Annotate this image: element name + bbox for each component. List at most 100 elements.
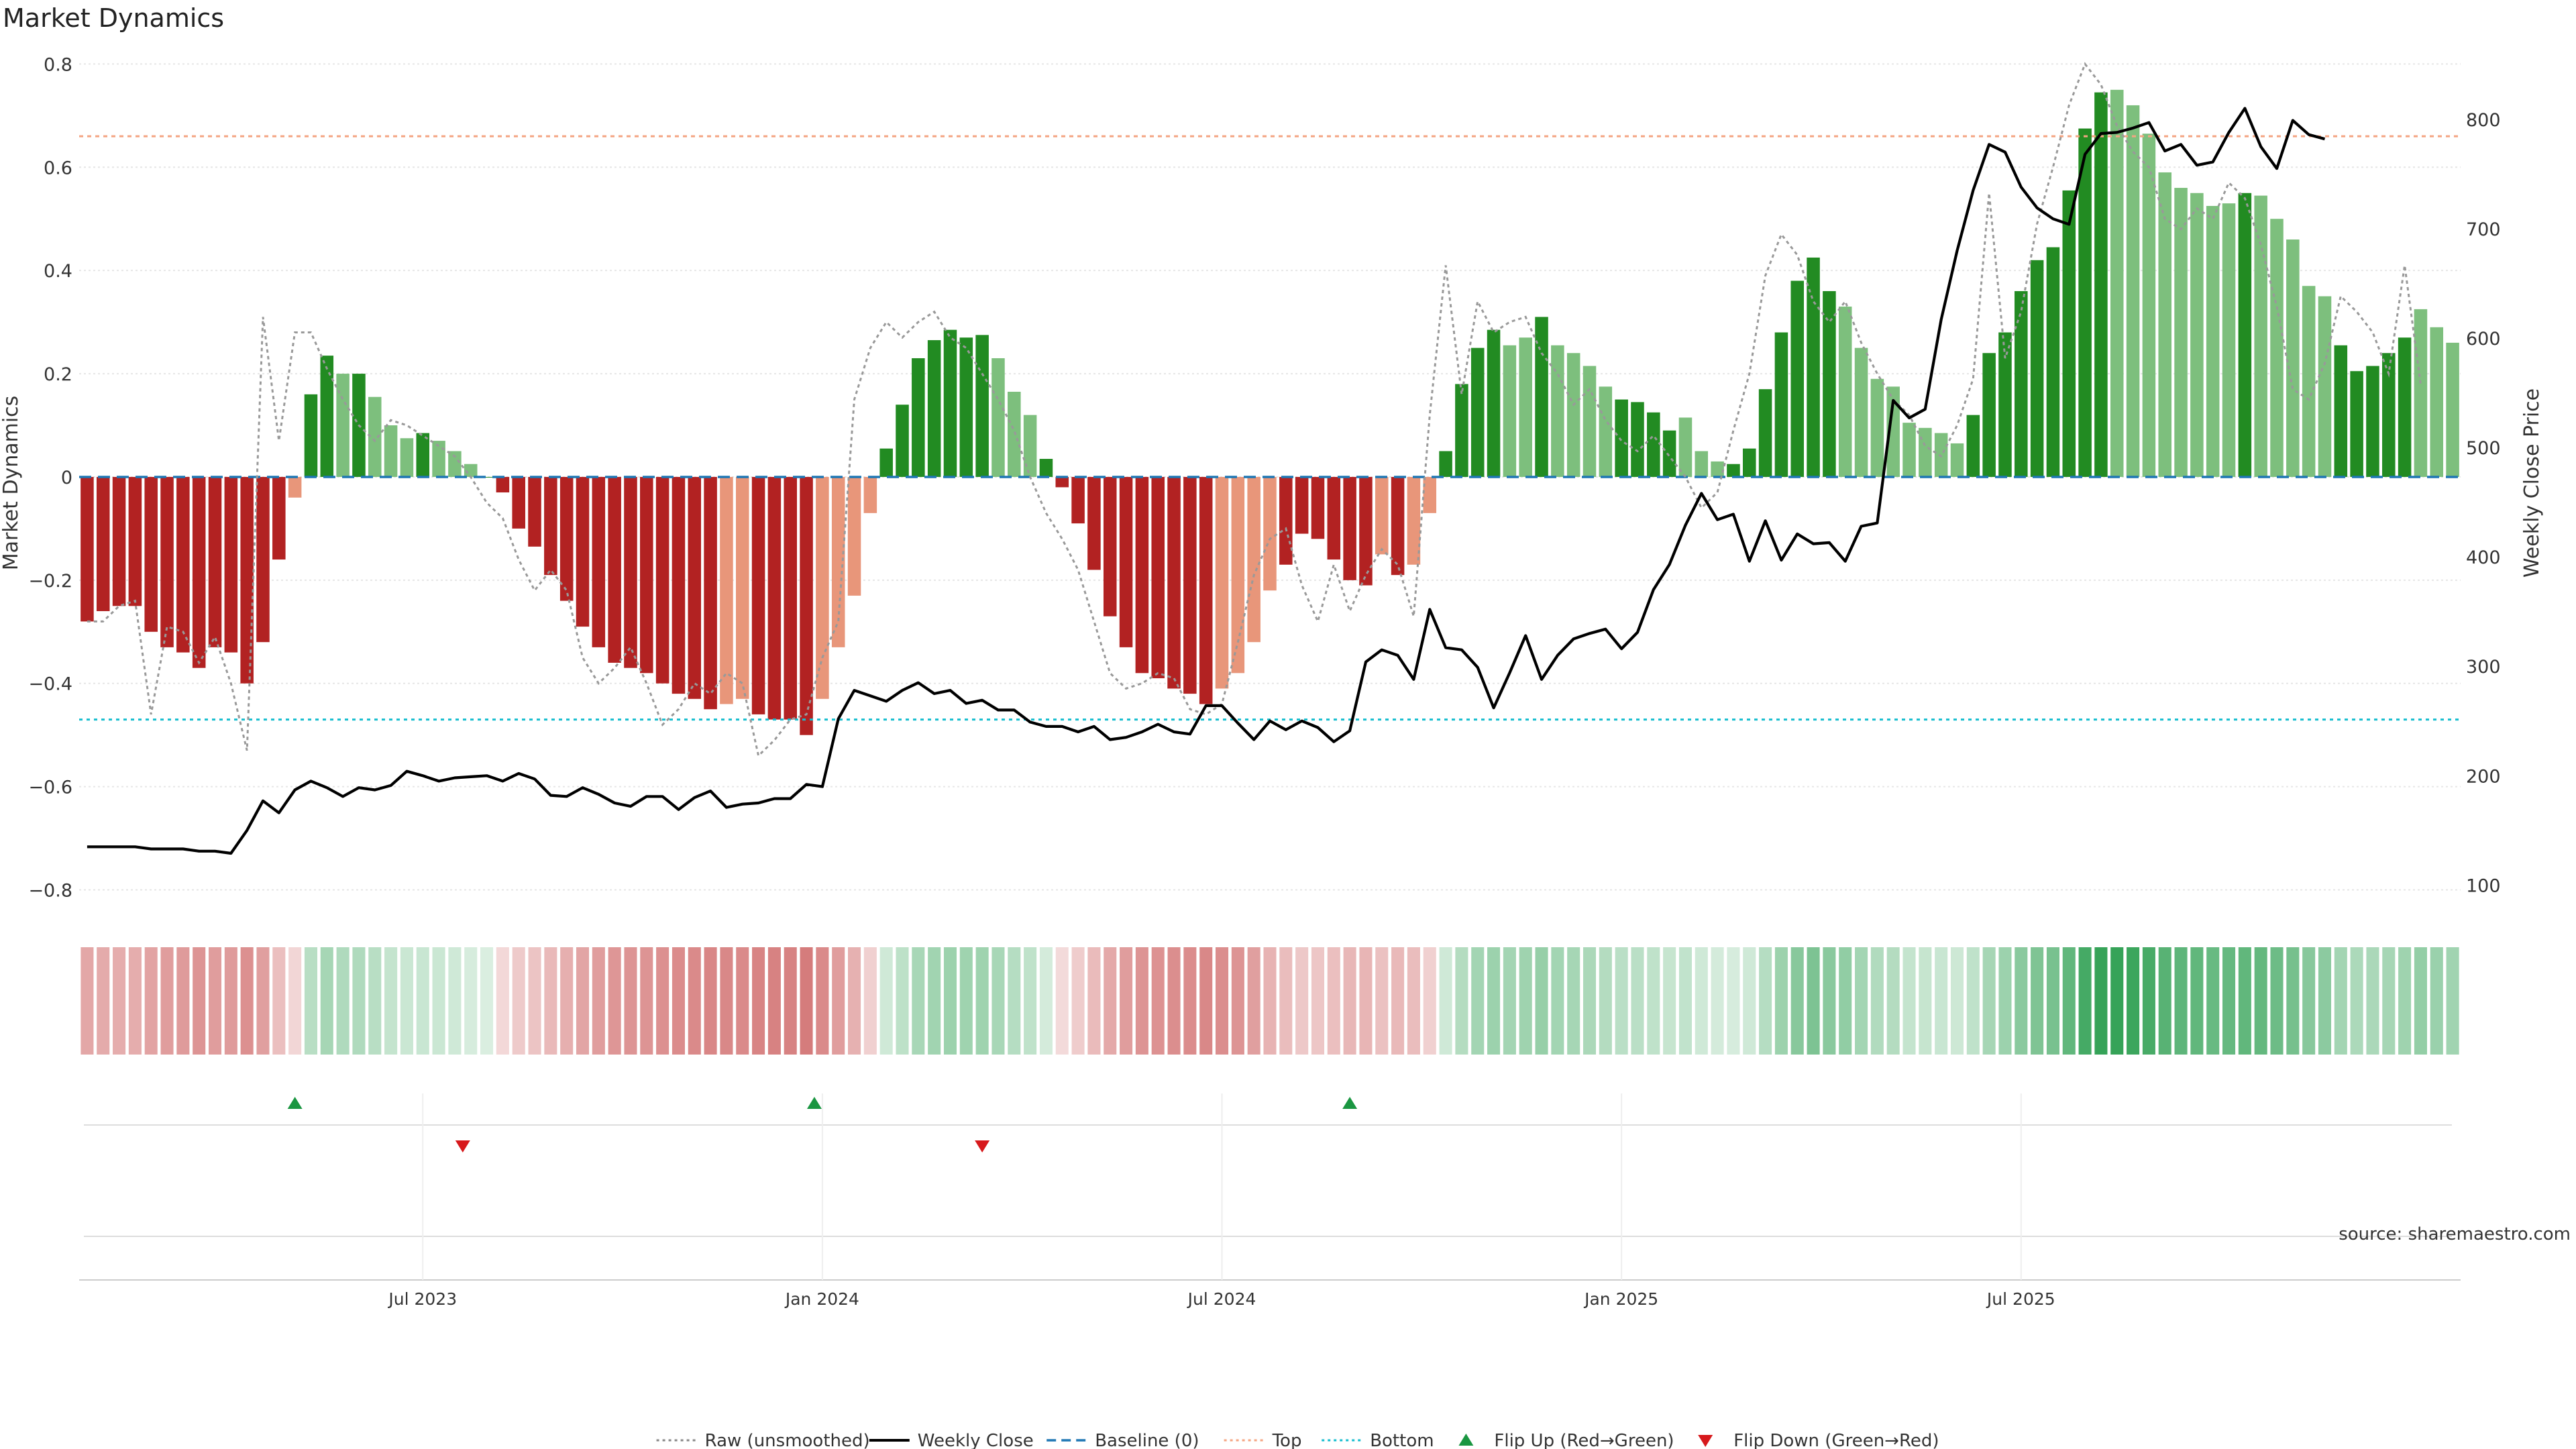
market-dynamics-bar — [256, 476, 270, 643]
heat-strip-cell — [2254, 947, 2267, 1055]
heat-strip-cell — [80, 947, 94, 1055]
heat-strip-cell — [688, 947, 701, 1055]
y2-tick-label: 400 — [2466, 547, 2501, 568]
market-dynamics-bar — [1662, 430, 1676, 477]
legend-label: Bottom — [1370, 1431, 1434, 1449]
market-dynamics-bar — [559, 476, 574, 601]
heat-strip-cell — [1519, 947, 1532, 1055]
market-dynamics-bar — [672, 476, 686, 694]
heat-strip-cell — [2302, 947, 2316, 1055]
heat-strip-cell — [2206, 947, 2220, 1055]
market-dynamics-bar — [912, 358, 925, 477]
heat-strip-cell — [1151, 947, 1165, 1055]
market-dynamics-bar — [2222, 203, 2236, 477]
market-dynamics-bar — [1695, 451, 1709, 477]
heat-strip-cell — [656, 947, 669, 1055]
flip-up-marker — [287, 1097, 303, 1109]
heat-strip-cell — [272, 947, 286, 1055]
heat-strip-cell — [1790, 947, 1804, 1055]
market-dynamics-bar — [464, 464, 478, 477]
market-dynamics-bar — [1359, 476, 1373, 586]
heat-strip-cell — [240, 947, 254, 1055]
heat-strip-cell — [832, 947, 845, 1055]
market-dynamics-bar — [240, 476, 254, 684]
market-dynamics-bar — [1838, 307, 1852, 477]
market-dynamics-bar — [2286, 239, 2300, 477]
heat-strip-cell — [1919, 947, 1932, 1055]
market-dynamics-bar — [1087, 476, 1101, 570]
heat-strip-cell — [1391, 947, 1405, 1055]
heat-strip-cell — [928, 947, 941, 1055]
heat-strip-cell — [2127, 947, 2140, 1055]
market-dynamics-bar — [1375, 476, 1389, 555]
market-dynamics-bar — [2302, 286, 2316, 477]
heat-strip-cell — [2382, 947, 2396, 1055]
market-dynamics-bar — [1807, 257, 1820, 477]
market-dynamics-bar — [528, 476, 541, 547]
heat-strip-cell — [752, 947, 765, 1055]
market-dynamics-bar — [640, 476, 653, 674]
market-dynamics-bar — [1167, 476, 1181, 689]
heat-strip-cell — [1471, 947, 1485, 1055]
market-dynamics-bar — [2206, 205, 2220, 477]
heat-strip-cell — [1407, 947, 1420, 1055]
heat-strip-cell — [464, 947, 478, 1055]
heat-strip-cell — [1104, 947, 1117, 1055]
heat-strip-cell — [320, 947, 333, 1055]
market-dynamics-bar — [1151, 476, 1165, 679]
market-dynamics-bar — [208, 476, 222, 647]
heat-strip-cell — [560, 947, 574, 1055]
market-dynamics-bar — [704, 476, 717, 710]
market-dynamics-bar — [816, 476, 829, 699]
heat-strip-cell — [1024, 947, 1037, 1055]
heat-strip-cell — [704, 947, 717, 1055]
y-tick-label: 0.2 — [44, 364, 72, 385]
market-dynamics-bar — [751, 476, 765, 714]
y2-axis-title: Weekly Close Price — [2520, 388, 2544, 578]
heat-strip-cell — [1135, 947, 1148, 1055]
chart-title: Market Dynamics — [3, 3, 224, 33]
heat-strip-cell — [256, 947, 270, 1055]
market-dynamics-bar — [1103, 476, 1117, 616]
market-dynamics-bar — [1455, 384, 1468, 477]
market-dynamics-bar — [831, 476, 845, 647]
heat-strip-cell — [1615, 947, 1628, 1055]
heat-strip-cell — [1311, 947, 1325, 1055]
market-dynamics-bar — [2142, 133, 2156, 477]
market-dynamics-bar — [1327, 476, 1341, 560]
x-tick-label: Jul 2024 — [1187, 1289, 1256, 1309]
heat-strip-cell — [160, 947, 174, 1055]
market-dynamics-bar — [800, 476, 813, 735]
market-dynamics-bar — [1631, 402, 1644, 477]
market-dynamics-bar — [1934, 433, 1948, 477]
market-dynamics-bar — [896, 405, 909, 477]
market-dynamics-bar — [448, 451, 462, 477]
heat-strip-cell — [208, 947, 222, 1055]
flip-markers-panel: Jul 2023 Jan 2024 Jul 2024 Jan 2025 Jul 2025 — [79, 1093, 2461, 1309]
heat-strip-cell — [1087, 947, 1101, 1055]
heat-strip-cell — [1823, 947, 1836, 1055]
y-tick-label: 0 — [61, 468, 72, 488]
heat-strip-cell — [1759, 947, 1772, 1055]
heat-strip-cell — [1343, 947, 1356, 1055]
heat-strip-cell — [2142, 947, 2155, 1055]
heat-strip-cell — [128, 947, 142, 1055]
heat-strip-cell — [384, 947, 398, 1055]
market-dynamics-bar — [1008, 391, 1021, 477]
heat-strip-cell — [1663, 947, 1676, 1055]
y2-tick-label: 500 — [2466, 438, 2501, 459]
market-dynamics-bar — [2366, 366, 2379, 477]
heat-strip-cell — [1487, 947, 1501, 1055]
market-dynamics-bar — [2334, 345, 2348, 477]
flip-down-marker — [455, 1140, 470, 1152]
heat-strip-cell — [1375, 947, 1389, 1055]
market-dynamics-bar — [655, 476, 669, 684]
legend-label: Baseline (0) — [1095, 1431, 1199, 1449]
heat-strip-cell — [2366, 947, 2379, 1055]
heat-strip-cell — [863, 947, 877, 1055]
market-dynamics-bar — [1119, 476, 1133, 647]
market-dynamics-bar — [1982, 353, 1996, 477]
market-dynamics-bar — [720, 476, 733, 704]
market-dynamics-bar — [1199, 476, 1213, 704]
heat-strip-cell — [624, 947, 637, 1055]
